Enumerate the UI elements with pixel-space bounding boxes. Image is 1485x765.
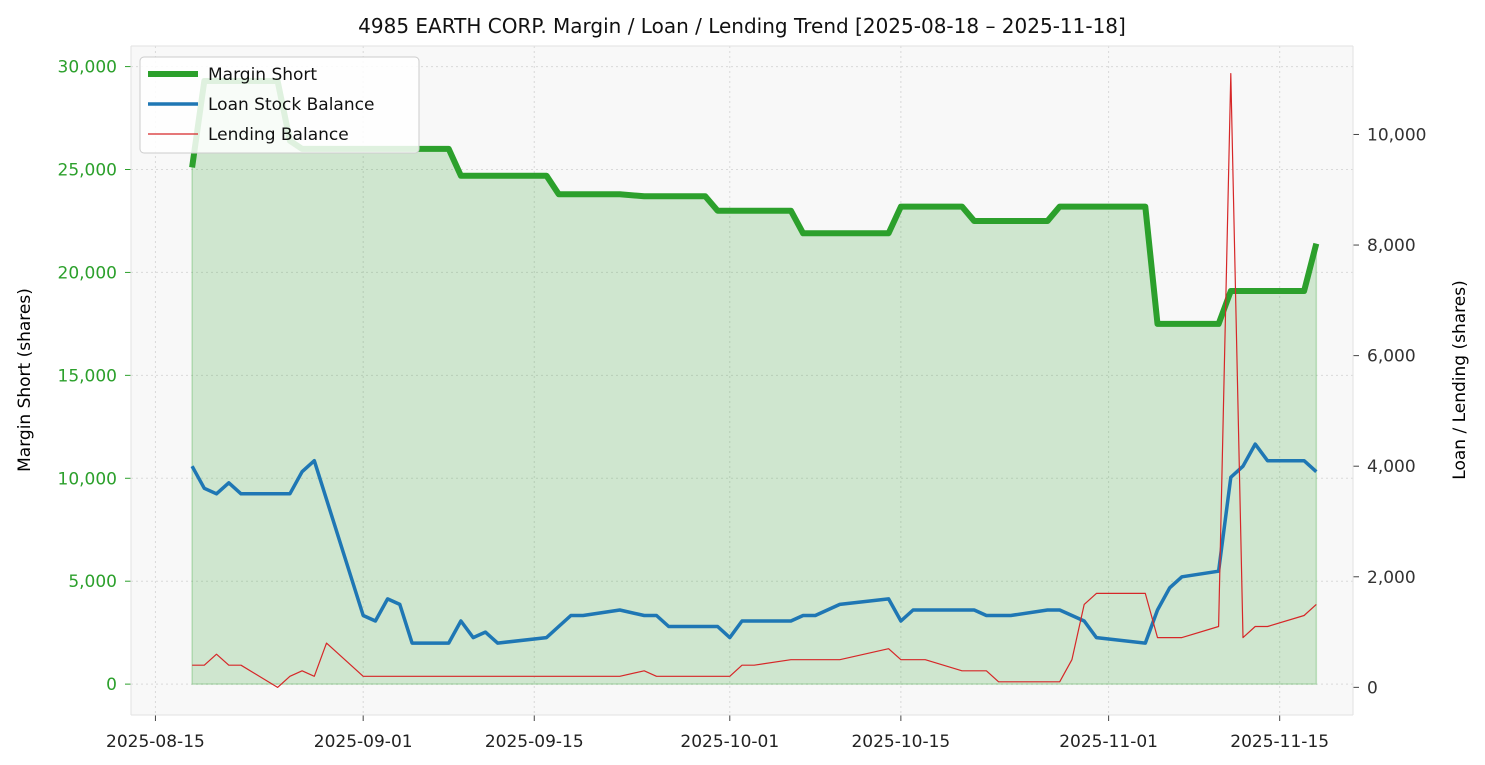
y-axis-right-title: Loan / Lending (shares) — [1450, 280, 1470, 479]
y-axis-left-title: Margin Short (shares) — [15, 288, 35, 472]
y-left-tick-label: 30,000 — [58, 58, 117, 78]
y-left-tick-label: 20,000 — [58, 263, 117, 283]
y-right-tick-label: 0 — [1367, 678, 1378, 698]
loan-stock-balance-line — [190, 442, 1318, 645]
legend-label-lending-balance: Lending Balance — [208, 125, 349, 145]
legend-label-loan-stock-balance: Loan Stock Balance — [208, 95, 374, 115]
grid-lines — [131, 46, 1353, 715]
x-tick-label: 2025-09-15 — [485, 732, 584, 752]
legend-frame — [139, 56, 420, 154]
legend-label-margin-short: Margin Short — [208, 65, 317, 85]
x-tick-label: 2025-09-01 — [314, 732, 413, 752]
axes-layer: 2025-08-15 2025-09-01 2025-09-15 2025-10-01… — [58, 45, 1426, 752]
y-right-tick-label: 2,000 — [1367, 568, 1416, 588]
x-tick-label: 2025-10-15 — [851, 732, 950, 752]
y-right-tick-label: 6,000 — [1367, 347, 1416, 367]
plot-background — [131, 46, 1353, 715]
y-right-tick-label: 8,000 — [1367, 236, 1416, 256]
y-left-tick-label: 5,000 — [68, 572, 117, 592]
x-tick-label: 2025-11-15 — [1230, 732, 1329, 752]
chart-title: 4985 EARTH CORP. Margin / Loan / Lending… — [358, 14, 1126, 38]
legend: Margin Short Loan Stock Balance Lending Ba… — [139, 56, 420, 154]
y-left-tick-label: 25,000 — [58, 161, 117, 181]
x-tick-label: 2025-11-01 — [1059, 732, 1158, 752]
y-left-tick-label: 15,000 — [58, 366, 117, 386]
x-tick-label: 2025-10-01 — [680, 732, 779, 752]
y-right-tick-label: 10,000 — [1367, 125, 1426, 145]
y-right-tick-label: 4,000 — [1367, 457, 1416, 477]
y-left-tick-label: 0 — [106, 675, 117, 695]
x-tick-label: 2025-08-15 — [106, 732, 205, 752]
lending-balance-line — [192, 72, 1317, 689]
y-left-tick-label: 10,000 — [58, 469, 117, 489]
